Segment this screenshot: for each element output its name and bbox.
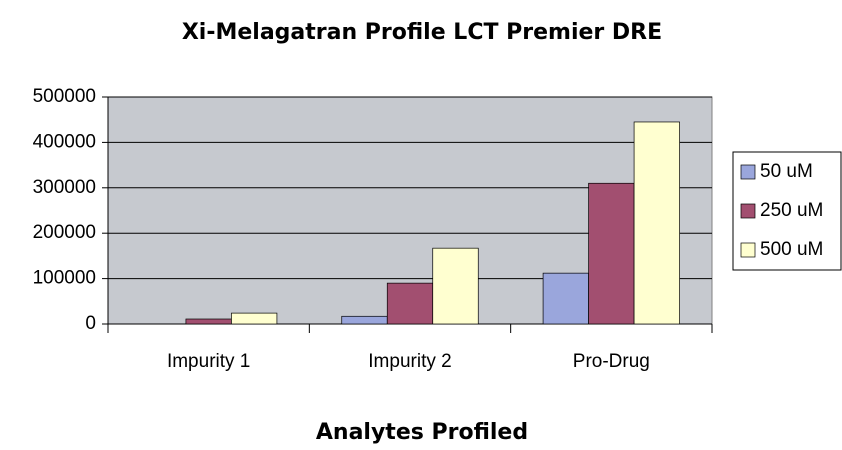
bar: [432, 247, 479, 325]
y-tick-label: 0: [85, 313, 96, 334]
legend-swatch: [740, 203, 756, 219]
chart-title: Xi-Melagatran Profile LCT Premier DRE: [182, 20, 662, 45]
y-tick-label: 200000: [33, 222, 96, 243]
x-axis-label: Analytes Profiled: [316, 420, 528, 445]
legend-label: 500 uM: [760, 239, 823, 260]
legend-swatch: [740, 164, 756, 180]
legend-label: 250 uM: [760, 200, 823, 221]
legend-label: 50 uM: [760, 161, 813, 182]
x-tick-label: Impurity 1: [167, 351, 250, 372]
bar: [185, 318, 232, 325]
legend-swatch: [740, 242, 756, 258]
bar: [588, 182, 635, 325]
y-tick-label: 100000: [33, 268, 96, 289]
y-tick-label: 500000: [33, 86, 96, 107]
bar: [386, 282, 434, 325]
bar: [542, 272, 589, 325]
x-tick-label: Impurity 2: [368, 351, 451, 372]
y-tick-label: 300000: [33, 177, 96, 198]
bar: [341, 315, 388, 325]
y-tick-label: 400000: [33, 131, 96, 152]
x-tick-label: Pro-Drug: [573, 351, 650, 372]
bar: [231, 312, 278, 325]
bar: [633, 121, 680, 325]
